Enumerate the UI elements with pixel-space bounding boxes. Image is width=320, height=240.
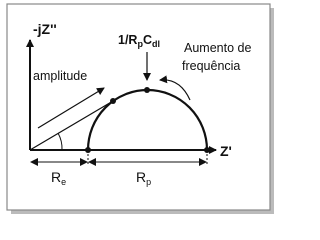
point xyxy=(144,87,150,93)
angle-arc xyxy=(57,132,63,151)
x-axis-label: Z' xyxy=(220,143,232,159)
amplitude-arrow xyxy=(37,87,105,129)
re-label-part: R xyxy=(51,169,61,185)
frequency-note: frequência xyxy=(182,59,240,73)
rp-label: Rp xyxy=(136,169,151,187)
frequency-arrow xyxy=(159,75,191,101)
page: -jZ'' Z' amplitude 1/RpCdl Aumento de fr… xyxy=(6,3,274,214)
peak-label-part: 1/R xyxy=(118,33,137,47)
re-label-sub: e xyxy=(61,177,66,187)
rp-label-part: R xyxy=(136,169,146,185)
peak-label-part: C xyxy=(143,33,152,47)
amplitude-label: amplitude xyxy=(33,69,87,83)
peak-label-sub: dl xyxy=(152,39,160,49)
rp-label-sub: p xyxy=(146,177,151,187)
peak-label: 1/RpCdl xyxy=(118,33,160,49)
y-axis-label: -jZ'' xyxy=(33,21,57,37)
diagram: -jZ'' Z' amplitude 1/RpCdl Aumento de fr… xyxy=(6,3,274,214)
vector xyxy=(29,100,114,151)
re-label: Re xyxy=(51,169,66,187)
peak-label-sub: p xyxy=(137,39,143,49)
frequency-note: Aumento de xyxy=(184,41,251,55)
frame xyxy=(6,3,271,211)
